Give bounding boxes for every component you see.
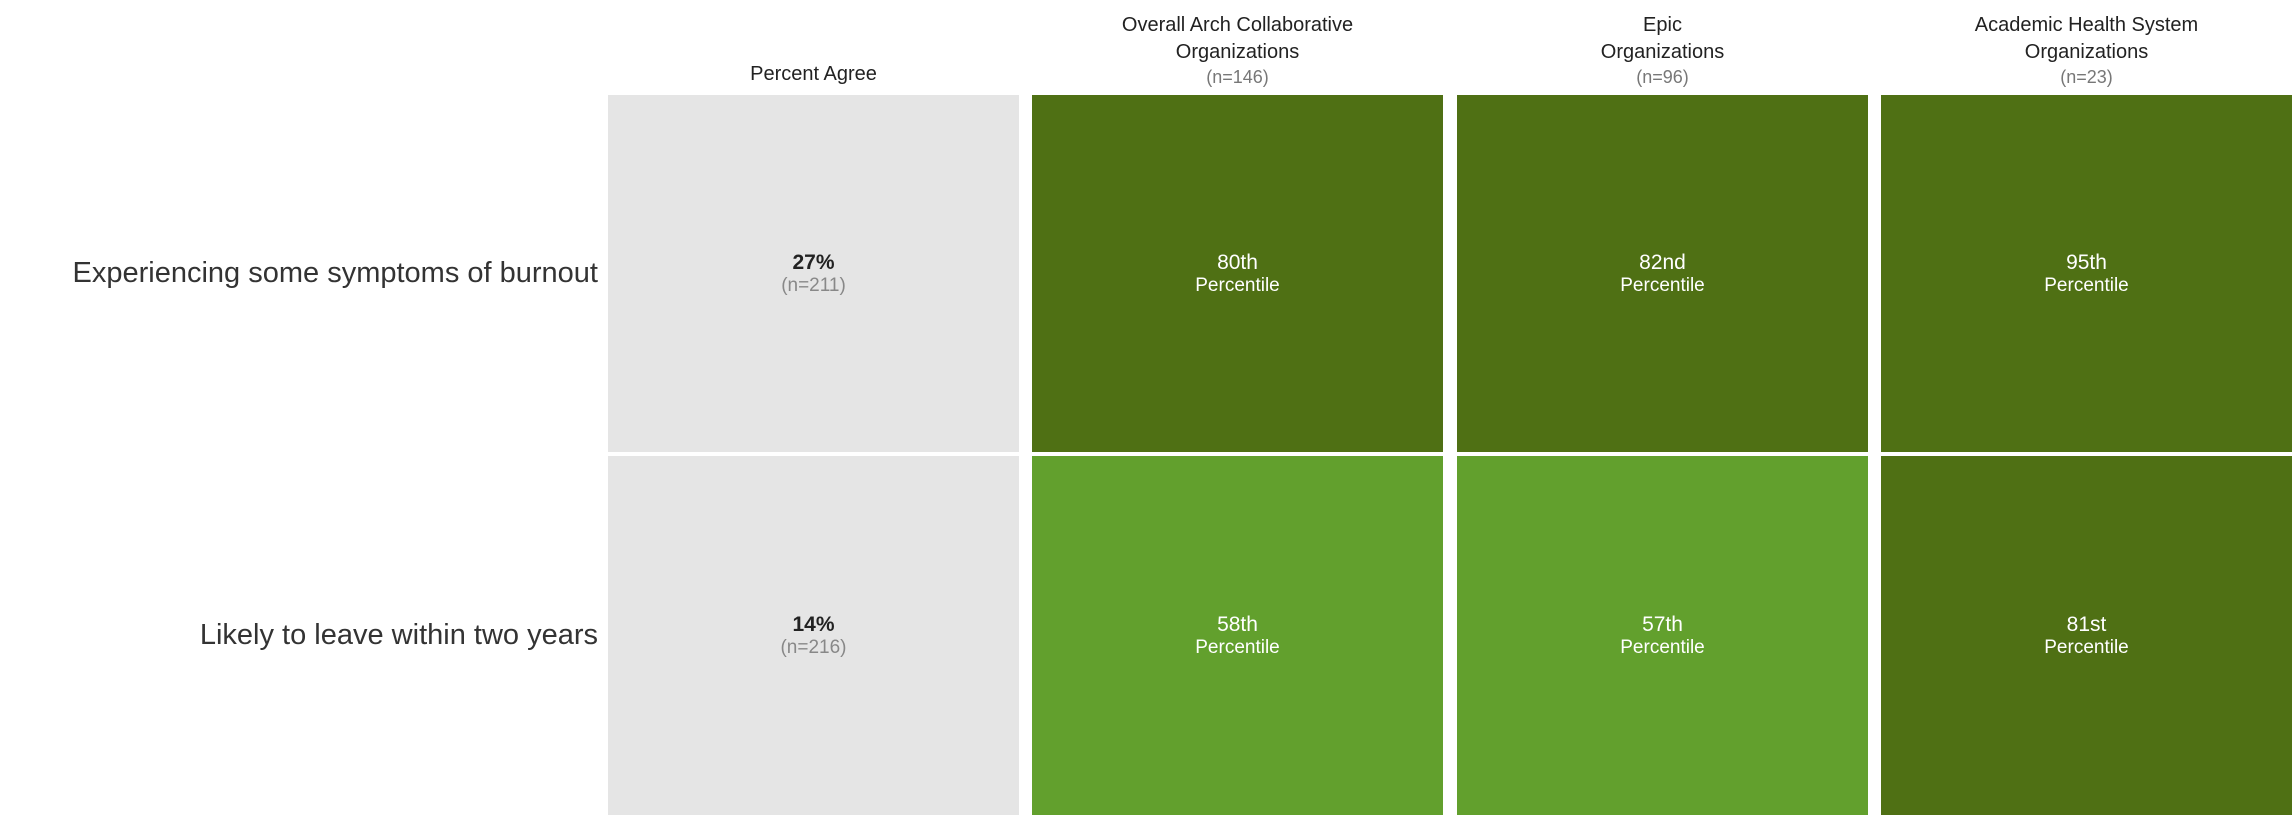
percentile-cell: 82nd Percentile xyxy=(1457,95,1868,452)
header-line: Academic Health System xyxy=(1974,14,2199,36)
percent: 14% xyxy=(792,612,835,636)
column-header: Epic Organizations (n=96) xyxy=(1457,12,1868,88)
header-n: (n=146) xyxy=(1206,67,1269,87)
percentile-cell: 81st Percentile xyxy=(1881,456,2292,815)
percentile-label: Percentile xyxy=(1620,274,1705,296)
header-line: Organizations xyxy=(1175,41,1300,63)
percentile-rank: 95th xyxy=(2066,250,2107,274)
column-header: Academic Health System Organizations (n=23… xyxy=(1881,12,2292,88)
percentile-cell: 80th Percentile xyxy=(1032,95,1443,452)
percentile-label: Percentile xyxy=(1195,274,1280,296)
percent-cell: 27% (n=211) xyxy=(608,95,1019,452)
percentile-rank: 81st xyxy=(2066,612,2107,636)
header-n: (n=23) xyxy=(2060,67,2113,87)
percentile-rank: 57th xyxy=(1642,612,1683,636)
percentile-label: Percentile xyxy=(2044,274,2129,296)
percent-cell: 14% (n=216) xyxy=(608,456,1019,815)
row-label: Likely to leave within two years xyxy=(199,619,598,651)
header-line: Percent Agree xyxy=(750,63,877,85)
row-label: Experiencing some symptoms of burnout xyxy=(72,257,598,289)
percentile-label: Percentile xyxy=(1620,636,1705,658)
percentile-rank: 58th xyxy=(1217,612,1258,636)
percentile-label: Percentile xyxy=(2044,636,2129,658)
header-n: (n=96) xyxy=(1636,67,1689,87)
column-header: Overall Arch Collaborative Organizations (… xyxy=(1032,12,1443,88)
header-line: Organizations xyxy=(2024,41,2149,63)
column-header: Percent Agree xyxy=(608,61,1019,88)
percentile-cell: 57th Percentile xyxy=(1457,456,1868,815)
percentile-cell: 58th Percentile xyxy=(1032,456,1443,815)
header-line: Epic xyxy=(1643,14,1682,36)
header-line: Organizations xyxy=(1600,41,1725,63)
percentile-rank: 80th xyxy=(1217,250,1258,274)
header-line: Overall Arch Collaborative xyxy=(1121,14,1354,36)
percentile-rank: 82nd xyxy=(1639,250,1686,274)
percentile-cell: 95th Percentile xyxy=(1881,95,2292,452)
percent: 27% xyxy=(792,250,835,274)
percent-n: (n=216) xyxy=(780,636,847,658)
percent-n: (n=211) xyxy=(781,274,846,296)
percentile-label: Percentile xyxy=(1195,636,1280,658)
